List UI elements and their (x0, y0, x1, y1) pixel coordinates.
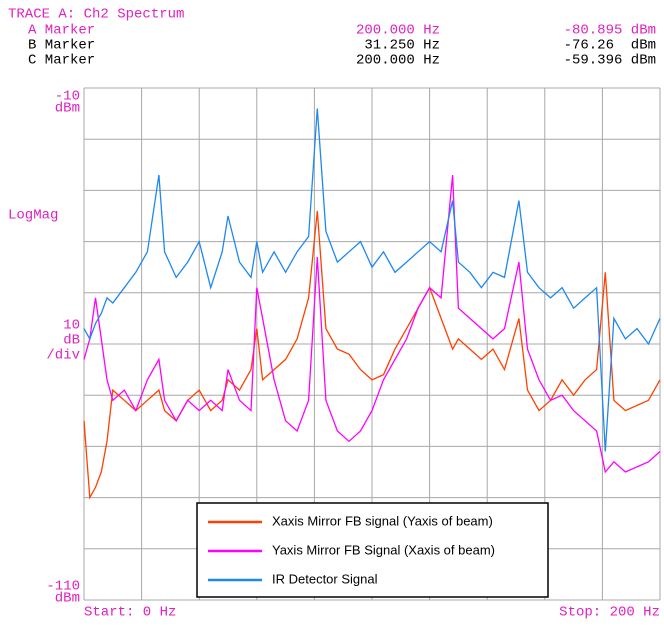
chart-title: TRACE A: Ch2 Spectrum (8, 7, 184, 23)
series-line (83, 108, 661, 452)
scale-value: 10 (63, 318, 80, 334)
y-tick-label: -10 (55, 89, 80, 105)
marker-x: 31.250 Hz (364, 38, 440, 54)
marker-y: -59.396 dBm (564, 53, 656, 69)
y-unit-label: dBm (55, 101, 80, 117)
x-stop-label: Stop: 200 Hz (559, 605, 660, 621)
marker-name: B Marker (28, 38, 95, 54)
legend-label: IR Detector Signal (272, 571, 378, 586)
y-tick-label: -110 (46, 579, 80, 595)
series-line (83, 210, 661, 500)
scale-unit: dB (63, 333, 80, 349)
legend-label: Xaxis Mirror FB signal (Yaxis of beam) (272, 513, 493, 528)
x-start-label: Start: 0 Hz (84, 605, 176, 621)
marker-name: C Marker (28, 53, 95, 69)
legend-label: Yaxis Mirror FB Signal (Xaxis of beam) (272, 542, 495, 557)
marker-x: 200.000 Hz (356, 23, 440, 39)
y-unit-label: dBm (55, 591, 80, 607)
marker-name: A Marker (28, 23, 95, 39)
series-line (83, 174, 661, 474)
scale-label: LogMag (8, 208, 58, 224)
scale-suffix: /div (46, 348, 80, 364)
legend: Xaxis Mirror FB signal (Yaxis of beam) Ya… (196, 502, 549, 598)
marker-x: 200.000 Hz (356, 53, 440, 69)
marker-y: -76.26 dBm (564, 38, 656, 54)
marker-y: -80.895 dBm (564, 23, 656, 39)
